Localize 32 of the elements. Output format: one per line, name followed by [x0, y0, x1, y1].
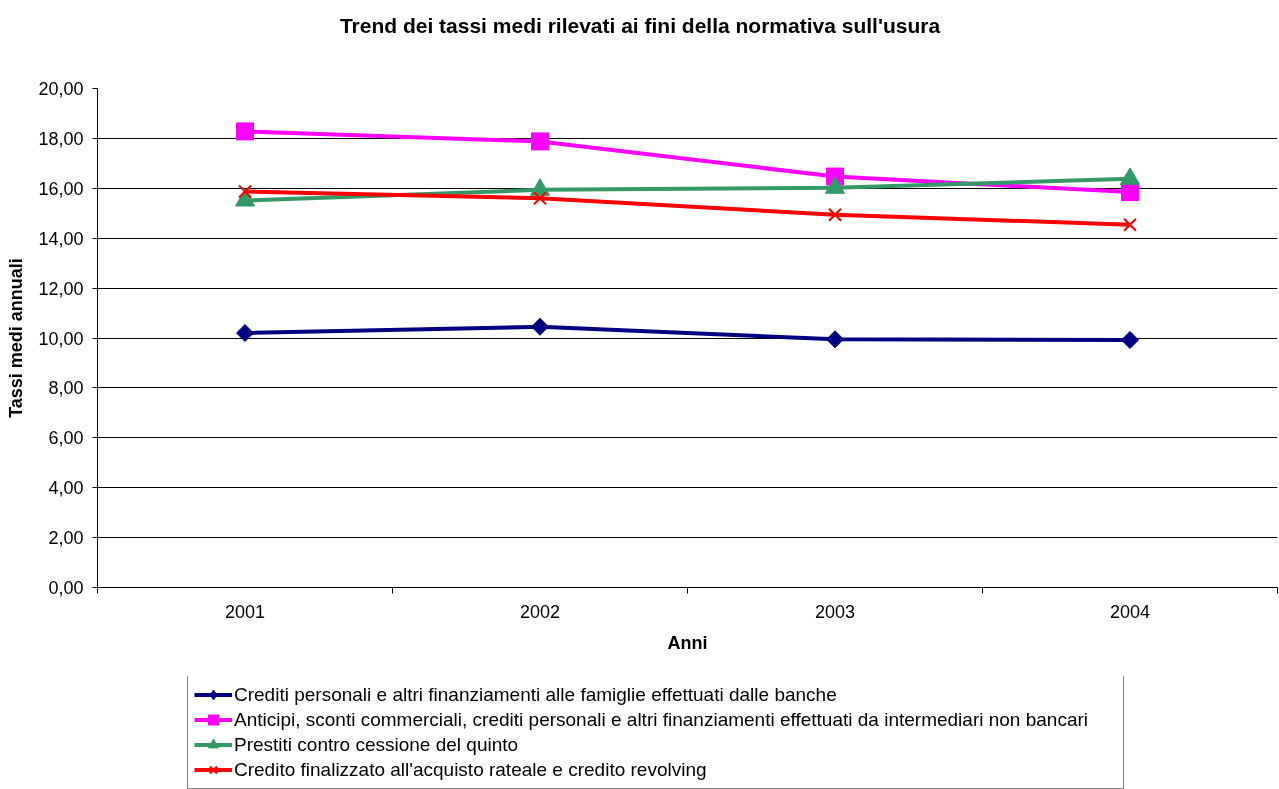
x-tick-label: 2004	[1109, 601, 1151, 622]
point	[236, 324, 254, 342]
y-tick-label: 16,00	[38, 178, 84, 199]
legend-label: Prestiti contro cessione del quinto	[234, 732, 520, 757]
point	[531, 317, 549, 336]
legend-label: Anticipi, sconti commerciali, crediti personali e altri finanziamenti effettuati da intermediari non bancari	[234, 707, 1089, 732]
x-tick-label: 2001	[224, 601, 266, 622]
y-tick-label: 6,00	[48, 428, 84, 449]
point	[532, 191, 548, 206]
y-tick-label: 2,00	[48, 528, 84, 549]
legend-label: Crediti personali e altri finanziamenti alle famiglie effettuati dalle banche	[234, 682, 838, 707]
y-tick-label: 14,00	[38, 228, 84, 249]
y-tick-label: 0,00	[48, 578, 84, 598]
point	[236, 122, 254, 141]
y-tick-label: 20,00	[38, 79, 84, 99]
y-tick-label: 4,00	[48, 478, 84, 499]
y-axis-title: Tassi medi annuali	[6, 258, 27, 418]
x-tick-label: 2003	[814, 601, 856, 622]
x-axis-title: Anni	[667, 632, 708, 653]
point	[531, 132, 549, 151]
point	[237, 184, 253, 199]
y-tick-label: 18,00	[38, 128, 84, 149]
point	[827, 207, 843, 222]
y-tick-label: 8,00	[48, 378, 84, 399]
point	[1122, 217, 1138, 232]
point	[1121, 331, 1139, 349]
x-tick-label: 2002	[519, 601, 561, 622]
y-tick-label: 10,00	[38, 328, 84, 349]
legend-label: Credito finalizzato all'acquisto rateale e credito revolving	[234, 757, 708, 782]
point	[826, 330, 844, 349]
chart-title: Trend dei tassi medi rilevati ai fini della normativa sull'usura	[339, 13, 941, 37]
y-tick-label: 12,00	[38, 278, 84, 299]
